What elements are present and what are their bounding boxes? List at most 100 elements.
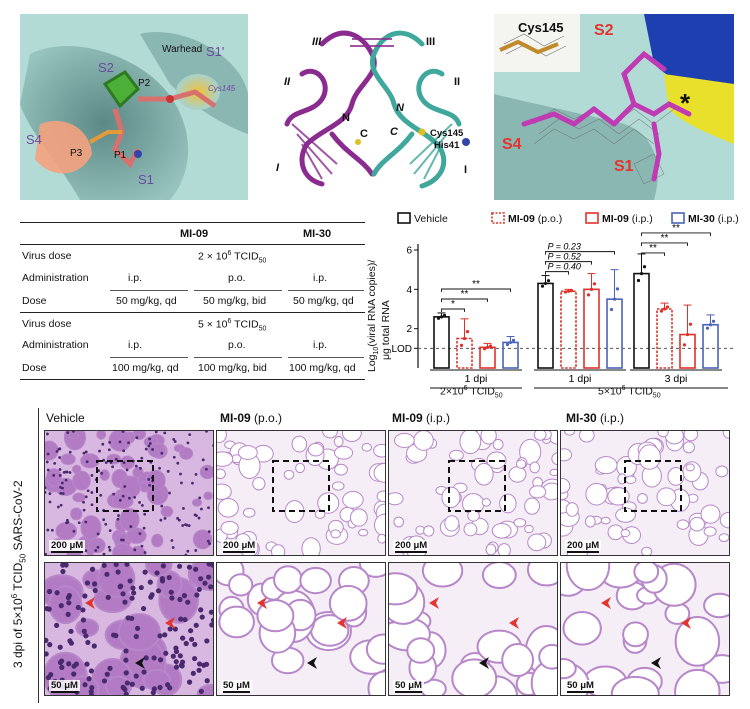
label-s1prime: S1' (206, 44, 225, 59)
col-suffix: (p.o.) (250, 411, 283, 425)
data-point (685, 332, 690, 337)
data-point (436, 316, 441, 320)
electron-density-panel: Cys145 S2 S4 S1 * (494, 14, 734, 200)
table-mid-rule (20, 312, 365, 313)
histology-zoom-panel: 50 μM (388, 562, 558, 696)
cell-rule (288, 357, 364, 358)
label-his41: His41 (434, 140, 460, 151)
col-suffix: (i.p.) (596, 411, 625, 425)
scale-bar-label: 200 μM (49, 540, 86, 553)
label-cys145-mid: Cys145 (430, 128, 464, 139)
data-point (659, 309, 664, 313)
col-name: MI-09 (392, 411, 423, 425)
admin-cell: p.o. (228, 272, 246, 284)
label-domain-iii-left: III (312, 36, 322, 48)
bar (433, 316, 450, 369)
protease-dimer-panel: III III II II N N C C Cys145 His41 I I (262, 14, 484, 200)
data-point (609, 307, 614, 312)
row-label: Dose (22, 295, 47, 307)
tissue-texture (45, 563, 213, 695)
cell-rule (194, 290, 282, 291)
table-header-mi30: MI-30 (303, 228, 332, 240)
significance-label: ** (661, 233, 669, 244)
dose-cell: 100 mg/kg, qd (289, 362, 356, 374)
sub-unit: TCID (467, 385, 495, 398)
scale-bar-label: 200 μM (221, 540, 258, 553)
y-tick-label: 2 (406, 324, 412, 335)
data-point (540, 284, 545, 288)
annotation-arrow-icon (479, 657, 489, 669)
legend-label: Vehicle (414, 213, 448, 225)
sub-exp: 6 (463, 385, 468, 392)
dose-cell: 50 mg/kg, qd (293, 295, 354, 307)
density-map-illustration (494, 14, 734, 200)
bar (656, 308, 673, 369)
admin-cell: i.p. (313, 272, 328, 284)
bar (537, 282, 554, 369)
scale-bar-label: 200 μM (565, 540, 602, 553)
legend-swatch (585, 212, 599, 224)
tissue-texture (45, 431, 213, 555)
sub-unit-sub: 50 (652, 392, 661, 400)
significance-label: ** (672, 223, 680, 234)
annotation-arrow-icon (257, 597, 267, 609)
label-c-left: C (360, 128, 368, 140)
data-point (688, 322, 693, 326)
data-point (505, 342, 510, 347)
data-point (459, 343, 464, 347)
significance-label: P = 0.52 (548, 252, 581, 262)
label-domain-ii-left: II (284, 76, 291, 88)
data-point (511, 338, 516, 342)
bar (583, 288, 600, 369)
data-point (636, 278, 641, 283)
significance-bracket (641, 252, 665, 256)
col-name: Vehicle (46, 411, 85, 425)
bar (560, 290, 577, 369)
chart-bars (433, 253, 719, 369)
row-label: Virus dose (22, 318, 72, 330)
y-tick-label: LOD (391, 344, 412, 355)
data-point (682, 343, 687, 347)
data-point (586, 293, 591, 297)
sub-base: 5×10 (598, 385, 622, 398)
annotation-arrow-icon (307, 657, 317, 669)
bar (679, 333, 696, 369)
scale-bar-label: 50 μM (221, 680, 252, 693)
data-point (569, 289, 574, 293)
data-point (566, 289, 571, 293)
data-point (662, 307, 667, 311)
significance-label: ** (461, 289, 469, 300)
annotation-arrow-icon (165, 617, 175, 629)
histology-overview-panel: 200 μM (388, 430, 558, 556)
data-point (543, 281, 548, 286)
legend-swatch (491, 212, 505, 224)
label-s4: S4 (26, 132, 42, 147)
label-asterisk: * (680, 88, 691, 118)
legend-swatch (397, 212, 411, 224)
data-point (665, 305, 670, 309)
sub-unit-sub: 50 (494, 392, 503, 400)
tissue-texture (561, 431, 729, 555)
table-top-rule (20, 222, 365, 223)
histo-title-vehicle: Vehicle (46, 411, 85, 425)
significance-bracket (641, 242, 688, 246)
ylabel-log: Log (366, 354, 378, 372)
scale-bar-label: 50 μM (393, 680, 424, 693)
binding-pocket-illustration (20, 14, 248, 200)
col-name: MI-09 (220, 411, 251, 425)
chart-ylabel: Log10(viral RNA copies)/ (366, 260, 380, 372)
virus-dose-value: 2 × 106 TCID50 (198, 250, 266, 265)
tissue-texture (561, 563, 729, 695)
histology-zoom-panel: 50 μM (216, 562, 386, 696)
group-label: 3 dpi (665, 373, 688, 385)
table-bottom-rule (20, 379, 365, 380)
side-unit: TCID (11, 562, 25, 594)
significance-bracket (545, 251, 615, 255)
data-point (642, 265, 647, 269)
significance-bracket (441, 308, 465, 312)
legend-label: MI-30 (i.p.) (688, 213, 739, 225)
cell-rule (288, 290, 364, 291)
chart-ylabel-line2: μg total RNA (380, 300, 392, 360)
label-s1-right: S1 (614, 158, 634, 175)
